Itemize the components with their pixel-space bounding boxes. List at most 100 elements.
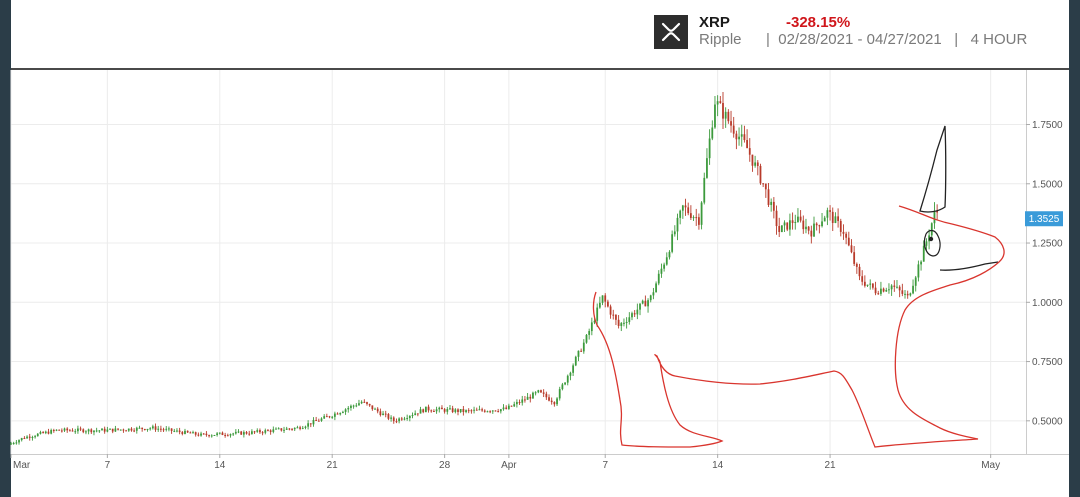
candle-body [783, 222, 786, 226]
candle-body [114, 428, 117, 432]
candle-body [877, 293, 880, 295]
candle-body [34, 436, 36, 438]
candle-body [839, 220, 842, 232]
candle-body [647, 300, 649, 307]
candle-body [759, 165, 762, 184]
candle-body [424, 406, 427, 413]
candle-body [703, 177, 706, 203]
candle-body [416, 413, 419, 415]
candle-body [352, 405, 355, 407]
last-price-label: 1.3525 [1029, 214, 1060, 225]
candle-body [234, 431, 237, 434]
candle-body [842, 231, 845, 234]
chart-frame: XRP Ripple -328.15% | 02/28/2021 - 04/27… [11, 0, 1069, 497]
eye-pupil [928, 236, 934, 242]
candle-body [283, 429, 285, 431]
candle-body [532, 392, 534, 399]
candle-body [52, 430, 55, 432]
header-divider [11, 68, 1069, 70]
candle-body [574, 356, 577, 366]
candle-body [93, 430, 95, 433]
candle-body [553, 402, 556, 405]
candle-body [489, 411, 492, 413]
candle-body [184, 430, 186, 434]
candle-body [706, 158, 708, 178]
candle-body [457, 409, 459, 412]
candle-body [371, 405, 374, 410]
candle-body [904, 293, 906, 295]
candle-body [566, 375, 569, 383]
candle-body [845, 233, 848, 238]
candle-body [612, 314, 615, 316]
candle-body [609, 306, 612, 315]
interval: 4 HOUR [970, 31, 1028, 48]
last-price-tag: 1.3525 [1025, 211, 1063, 227]
candle-body [296, 427, 299, 429]
x-tick-label: 28 [439, 460, 451, 471]
candle-body [176, 430, 178, 432]
candle-body [863, 281, 866, 286]
candle-body [342, 411, 344, 413]
candle-body [518, 402, 521, 404]
candle-body [344, 409, 347, 412]
candle-body [909, 293, 912, 296]
candle-body [497, 411, 500, 413]
candle-body [400, 418, 403, 420]
candle-body [855, 263, 858, 267]
candle-body [671, 234, 674, 252]
candle-body [347, 407, 350, 410]
candle-body [459, 408, 462, 412]
candle-body [513, 404, 516, 407]
candle-body [339, 412, 342, 415]
candle-body [898, 286, 901, 291]
candle-body [307, 423, 310, 427]
candle-body [623, 322, 625, 324]
last-price-tag-bg [1025, 211, 1063, 227]
candle-body [896, 286, 898, 288]
candle-body [15, 442, 18, 444]
candle-body [355, 405, 358, 407]
candle-body [50, 430, 53, 434]
candle-body [39, 432, 42, 434]
candle-body [561, 384, 564, 390]
eye-drawing [923, 229, 941, 257]
candle-body [186, 430, 189, 433]
candle-body [20, 438, 23, 441]
candle-body [743, 134, 746, 141]
candle-body [408, 415, 411, 419]
candle-body [173, 430, 176, 432]
candle-body [676, 217, 679, 232]
candle-body [77, 428, 79, 432]
candle-body [23, 438, 26, 440]
candle-body [232, 433, 235, 435]
candle-body [277, 428, 280, 430]
x-tick-label: Mar [13, 460, 31, 471]
candle-body [237, 431, 240, 433]
candle-body [625, 321, 628, 323]
candle-body [323, 416, 326, 419]
candle-body [714, 104, 716, 128]
candle-body [936, 210, 939, 213]
candle-body [633, 313, 636, 315]
candle-body [542, 392, 545, 394]
candle-body [657, 273, 660, 284]
candle-body [205, 433, 208, 436]
candle-body [251, 431, 253, 434]
candle-body [403, 418, 406, 420]
candle-body [178, 430, 181, 433]
candle-body [149, 428, 152, 430]
candle-body [26, 436, 28, 439]
candle-body [325, 416, 328, 418]
candle-body [240, 431, 243, 435]
candle-body [467, 410, 470, 412]
candle-body [735, 133, 738, 140]
candle-body [90, 429, 93, 433]
candle-body [797, 216, 799, 223]
candle-body [644, 300, 647, 307]
candle-body [451, 408, 454, 413]
candle-body [368, 403, 371, 406]
candle-body [778, 226, 781, 232]
candle-body [660, 268, 663, 274]
candle-body [406, 418, 409, 420]
candle-body [491, 410, 494, 412]
